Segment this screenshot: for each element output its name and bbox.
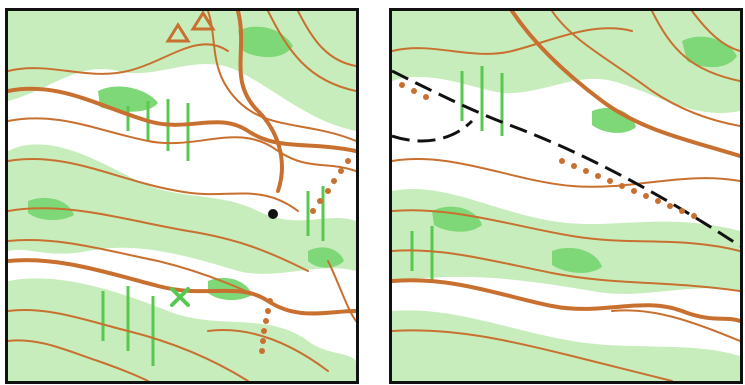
vegetation-medium-right — [432, 36, 737, 273]
vegetation-light-left — [8, 11, 356, 381]
contours-right — [392, 11, 740, 381]
boulder-dot — [268, 209, 278, 219]
dotted-path-right — [399, 82, 697, 219]
map-panel-right — [389, 8, 743, 384]
dotted-path-left — [259, 158, 351, 354]
index-contours-left — [8, 11, 356, 316]
marsh-lines-right — [410, 66, 504, 281]
contours-left — [8, 11, 356, 381]
map-panel-left — [5, 8, 359, 384]
index-contours-right — [392, 11, 740, 323]
map-left-svg — [8, 11, 356, 381]
map-right-svg — [392, 11, 740, 381]
vegetation-light-right — [392, 11, 740, 381]
cliff-triangles — [165, 11, 216, 43]
green-x-icon — [170, 287, 190, 307]
